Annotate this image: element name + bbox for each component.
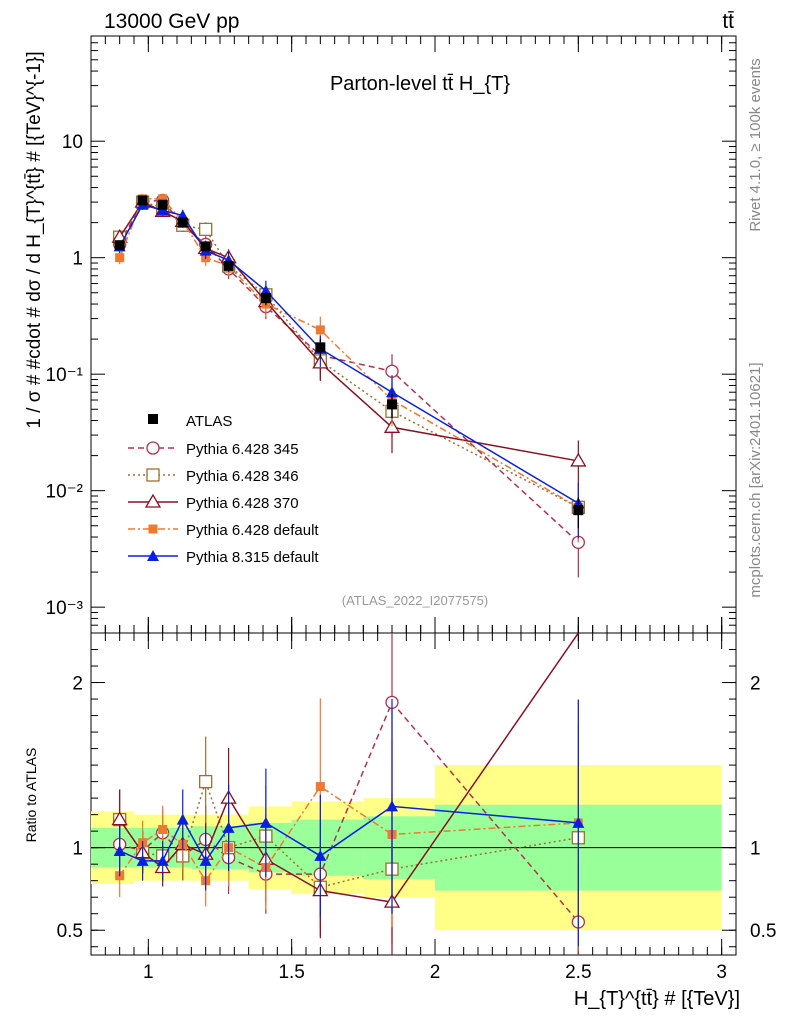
y-tick-label: 1 (72, 249, 83, 270)
x-tick-label: 2 (430, 962, 441, 983)
main-plot-frame (90, 35, 737, 634)
series-line-3 (118, 198, 579, 508)
legend-marker (147, 550, 159, 561)
legend-label: Pythia 6.428 370 (186, 495, 299, 512)
atlas-point (260, 293, 271, 304)
ratio-point (156, 854, 169, 866)
ratio-point (572, 816, 585, 828)
legend-marker (146, 441, 160, 455)
series-point (199, 222, 213, 237)
main-series-layer (111, 193, 587, 578)
ratio-point (111, 811, 128, 826)
series-point (315, 325, 325, 335)
ratio-line-2 (119, 632, 579, 903)
ratio-point (222, 821, 235, 833)
ratio-point (199, 854, 212, 866)
ratio-point (176, 813, 189, 825)
legend-label: Pythia 6.428 346 (186, 468, 299, 485)
y-tick-label: 10 (62, 132, 83, 153)
x-tick-label: 1.5 (278, 962, 304, 983)
series-line-0 (119, 199, 579, 543)
legend: ATLAS Pythia 6.428 345 Pythia 6.428 346 Py… (128, 413, 319, 566)
atlas-point (114, 240, 125, 251)
ratio-line-1 (119, 779, 579, 889)
y-tick-label: 10⁻² (46, 482, 84, 503)
legend-item-3: Pythia 6.428 default (128, 522, 319, 539)
legend-item-2: Pythia 6.428 370 (128, 493, 299, 512)
series-point (115, 253, 125, 263)
ratio-axis-label: Ratio to ATLAS (23, 748, 39, 843)
rivet-version-text: Rivet 4.1.0, ≥ 100k events (747, 58, 764, 231)
legend-marker (144, 493, 162, 508)
series-point (570, 452, 587, 467)
atlas-point (223, 260, 234, 271)
y-tick-label: 10⁻³ (46, 598, 84, 619)
atlas-point (137, 195, 148, 206)
ratio-point (113, 844, 126, 856)
ratio-point (158, 825, 168, 835)
ratio-point (314, 849, 327, 861)
ratio-series-layer (111, 632, 585, 955)
series-line-4 (119, 203, 579, 504)
legend-marker (148, 524, 158, 534)
series-line-2 (119, 201, 579, 462)
series-point (383, 418, 401, 433)
series-point (158, 194, 168, 204)
series-point (259, 284, 272, 296)
series-point (386, 386, 398, 398)
ratio-point (259, 816, 272, 828)
legend-label: Pythia 6.428 default (186, 522, 319, 539)
atlas-point (387, 399, 397, 410)
y-tick-label: 10⁻¹ (46, 365, 84, 386)
ratio-line-0 (119, 700, 579, 923)
atlas-point (157, 199, 168, 210)
x-axis-label: H_{T}^{tt̄} # [{TeV}] (574, 988, 740, 1010)
chart-title: Parton-level tt̄ H_{T} (330, 73, 510, 95)
legend-marker (146, 468, 160, 482)
legend-label: Pythia 8.315 default (186, 549, 319, 566)
ratio-line-3 (119, 785, 579, 883)
x-tick-label: 2.5 (565, 962, 591, 983)
atlas-point (315, 342, 326, 353)
ratio-tick-label: 0.5 (57, 921, 83, 942)
process-label: tt̄ (722, 10, 734, 33)
main-axis-ticks: 10⁻³ 10⁻² 10⁻¹ 1 10 (46, 35, 736, 634)
source-text: mcplots.cern.ch [arXiv:2401.10621] (747, 362, 764, 597)
ratio-plot-frame (90, 632, 737, 956)
x-tick-label: 1 (143, 962, 154, 983)
x-tick-label: 3 (716, 962, 727, 983)
ratio-tick-label-right: 0.5 (750, 921, 776, 942)
ratio-tick-label: 2 (72, 674, 83, 695)
ratio-line-4 (119, 805, 579, 863)
legend-marker-atlas (148, 414, 158, 424)
analysis-id: (ATLAS_2022_I2077575) (342, 593, 488, 608)
ratio-point (199, 774, 213, 789)
energy-label: 13000 GeV pp (104, 10, 239, 33)
legend-item-1: Pythia 6.428 346 (128, 468, 299, 485)
atlas-point (177, 217, 188, 228)
x-axis-ticks: 1 1.5 2 2.5 3 (104, 36, 727, 983)
ratio-point (315, 782, 325, 792)
atlas-point (573, 505, 584, 516)
legend-item-4: Pythia 8.315 default (128, 549, 319, 566)
ratio-point (386, 800, 398, 812)
legend-label: Pythia 6.428 345 (186, 441, 299, 458)
ratio-tick-label-right: 2 (750, 674, 761, 695)
ratio-axis-ticks: 0.5 0.5 1 1 2 2 (57, 649, 776, 948)
ratio-point (136, 854, 149, 866)
legend-item-0: Pythia 6.428 345 (128, 441, 299, 458)
atlas-data-layer (114, 195, 584, 529)
y-axis-label: 1 / σ # #cdot # dσ / d H_{T}^{tt̄} # [{T… (24, 51, 45, 428)
series-point (156, 204, 169, 216)
legend-item-atlas: ATLAS (148, 413, 232, 430)
atlas-point (200, 241, 211, 252)
ratio-tick-label-right: 1 (750, 839, 761, 860)
legend-label-atlas: ATLAS (186, 413, 232, 430)
ratio-tick-label: 1 (72, 839, 83, 860)
